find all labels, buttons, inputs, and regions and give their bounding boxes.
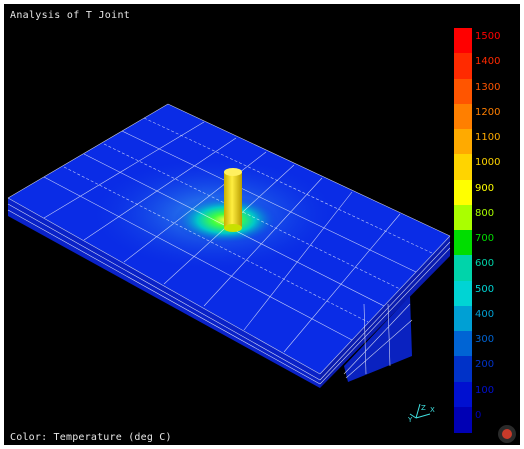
weld-post [224, 172, 242, 228]
legend-label: 0 [475, 409, 482, 421]
legend-label: 600 [475, 258, 495, 270]
legend-label: 1100 [475, 132, 501, 143]
record-icon[interactable] [498, 425, 516, 443]
legend-label: 400 [475, 308, 495, 320]
render-viewport[interactable]: Analysis of T Joint 1500 1400 1300 1200 1100… [4, 4, 520, 445]
legend-label: 1400 [475, 56, 501, 68]
legend-swatch [454, 230, 472, 256]
temperature-legend-labels: 1500 1400 1300 1200 1100 1000 900 800 700 600 500 4… [475, 28, 519, 432]
legend-label: 1500 [475, 31, 501, 42]
color-caption: Color: Temperature (deg C) [10, 432, 172, 443]
mesh-grid [7, 103, 451, 375]
side-mesh [7, 203, 451, 385]
legend-swatch [454, 53, 472, 79]
web-side [344, 296, 412, 382]
svg-text:X: X [430, 406, 435, 414]
legend-swatch [454, 78, 472, 105]
weld-post-top [224, 168, 242, 176]
legend-label: 1000 [475, 157, 501, 169]
legend-swatch [454, 28, 472, 54]
legend-label: 500 [475, 283, 495, 295]
legend-swatch [454, 103, 472, 130]
legend-swatch [454, 179, 472, 206]
legend-label: 300 [475, 334, 495, 345]
legend-swatch [454, 129, 472, 155]
legend-swatch [454, 406, 472, 433]
legend-swatch [454, 356, 472, 382]
legend-label: 100 [475, 384, 495, 396]
svg-text:Y: Y [408, 416, 413, 424]
window-title: Analysis of T Joint [10, 10, 131, 21]
legend-swatch [454, 331, 472, 357]
legend-label: 1200 [475, 106, 501, 118]
weld-post-base [224, 224, 242, 232]
legend-label: 700 [475, 233, 495, 244]
t-joint-model [7, 103, 451, 388]
temperature-legend-bar [454, 28, 472, 433]
legend-label: 800 [475, 207, 495, 219]
svg-text:Z: Z [421, 404, 426, 412]
legend-swatch [454, 305, 472, 332]
legend-label: 1300 [475, 81, 501, 93]
legend-swatch [454, 381, 472, 408]
legend-swatch [454, 255, 472, 281]
legend-swatch [454, 154, 472, 180]
legend-label: 900 [475, 182, 495, 194]
legend-label: 200 [475, 359, 495, 371]
axis-triad-icon: Z X Y [408, 403, 435, 424]
legend-swatch [454, 204, 472, 231]
legend-swatch [454, 280, 472, 307]
